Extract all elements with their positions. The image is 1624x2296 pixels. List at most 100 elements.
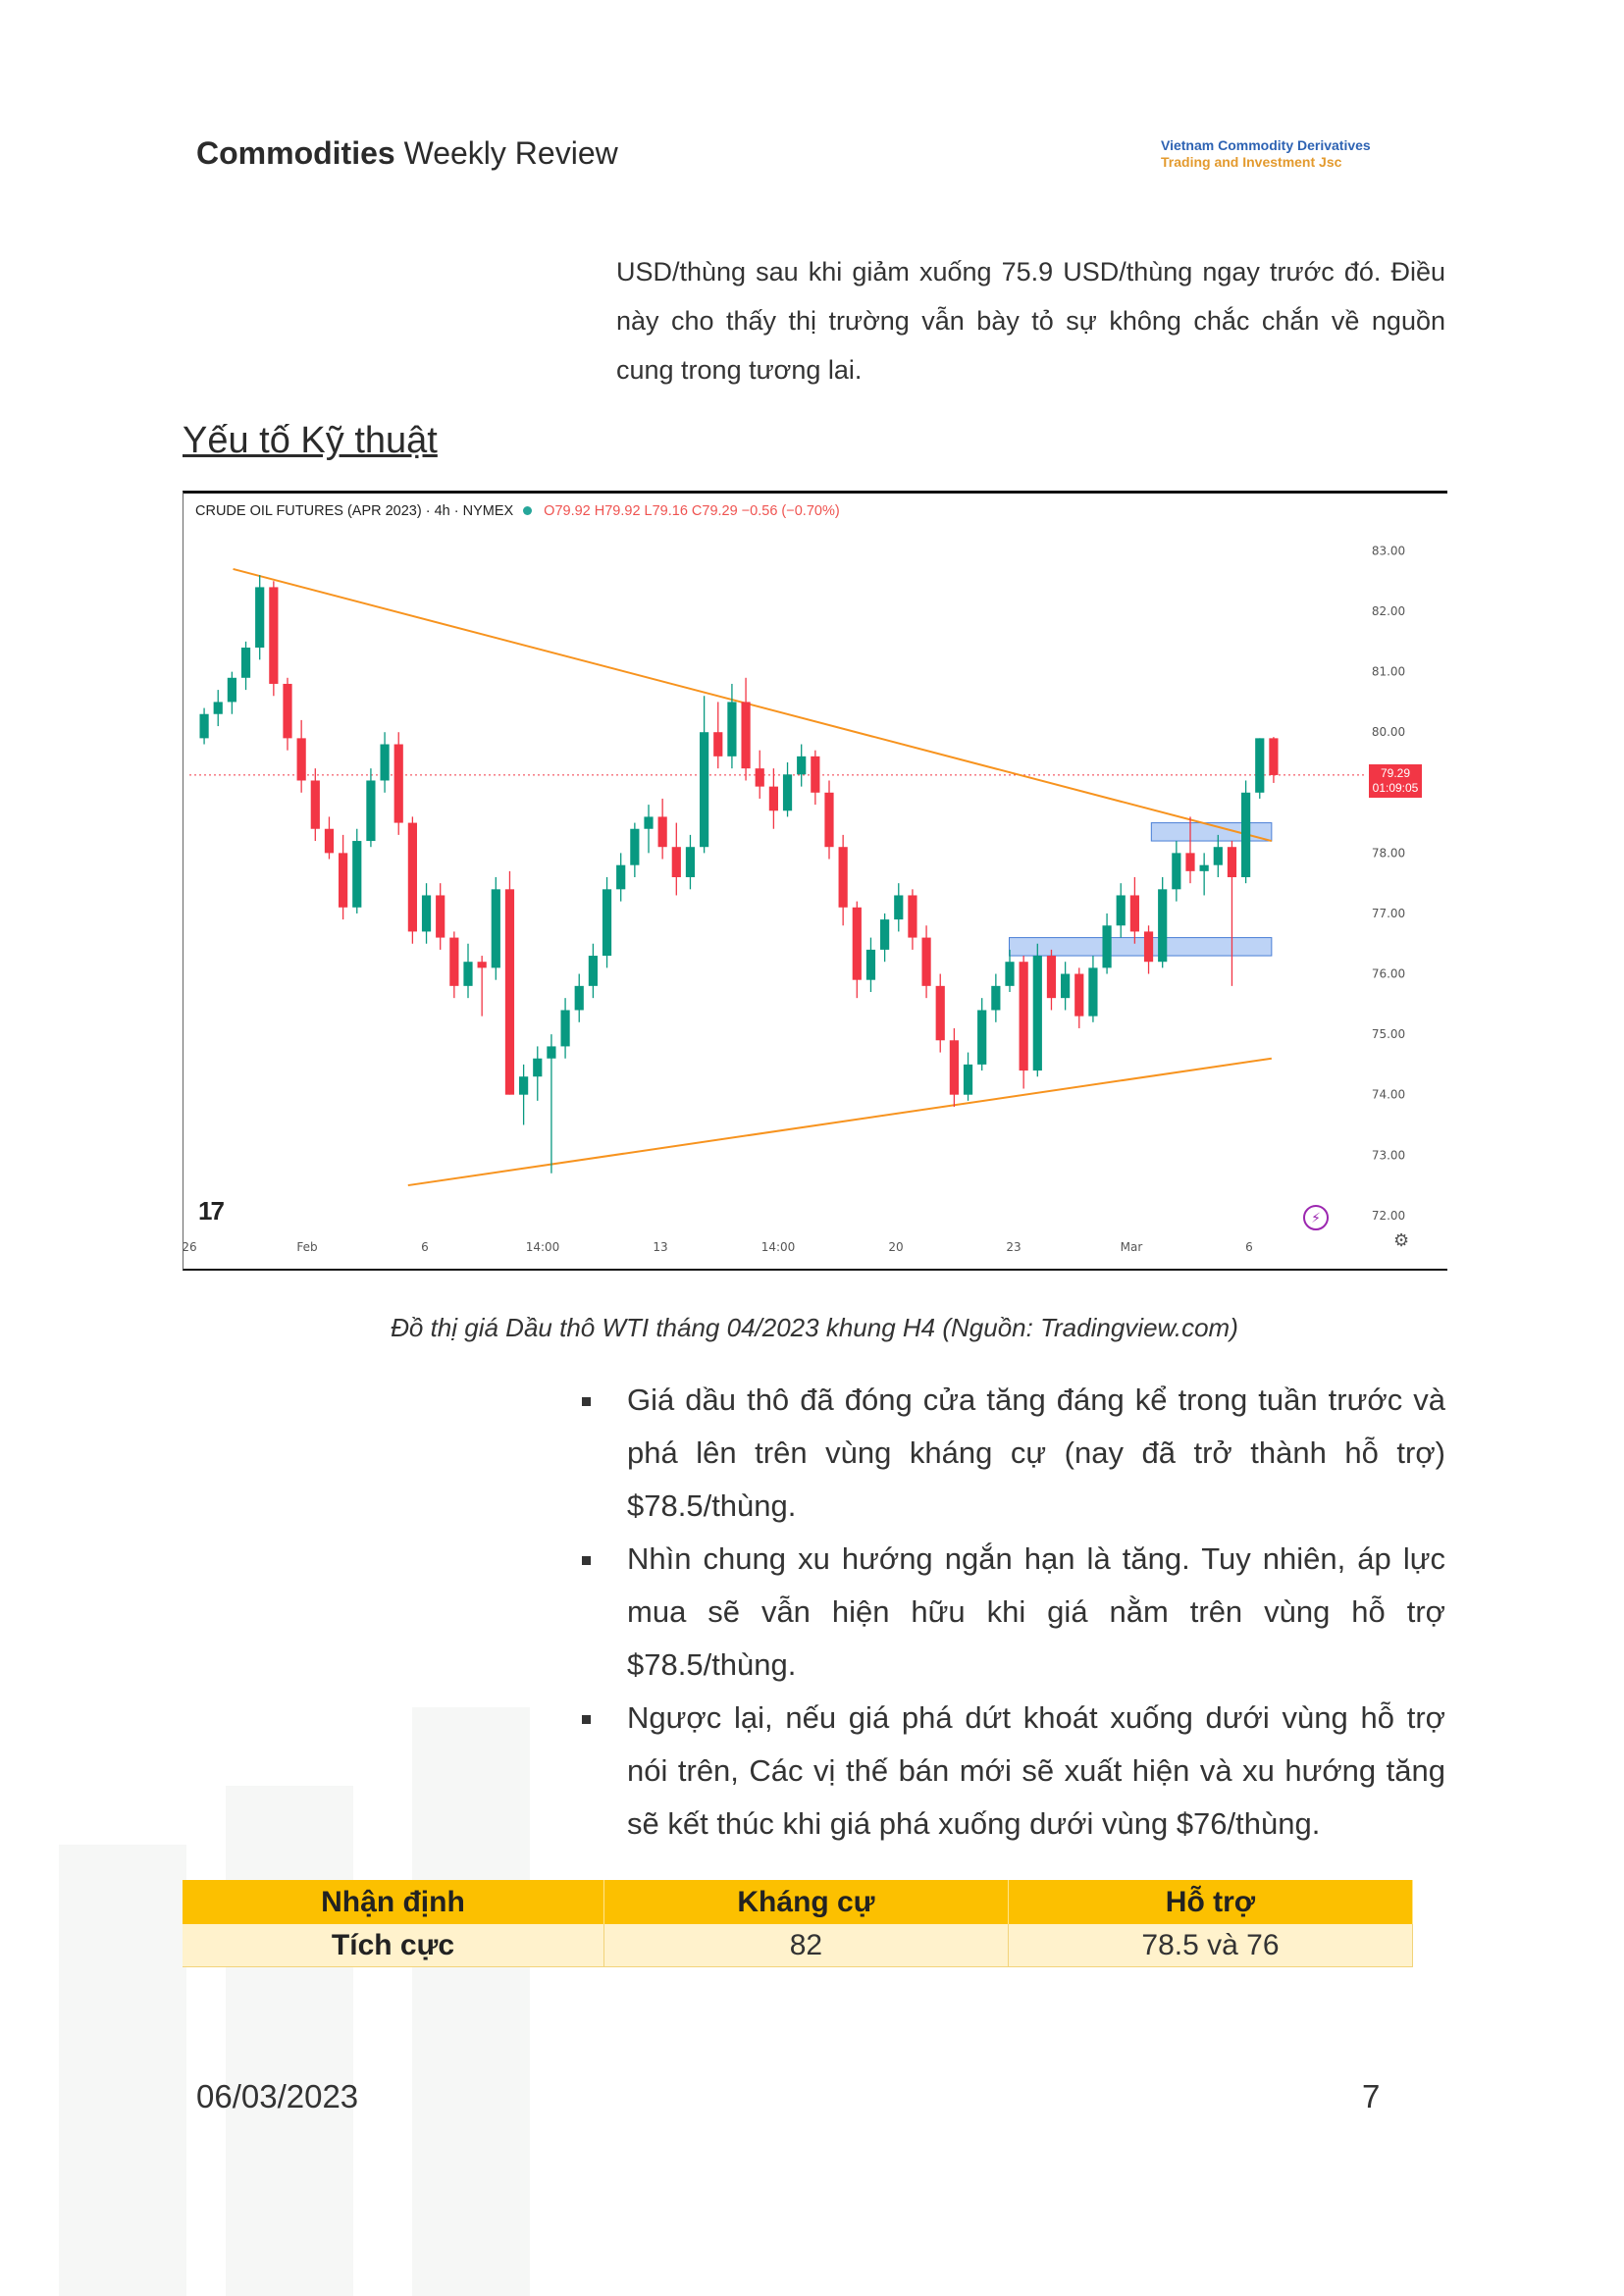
candle-body [811, 756, 820, 793]
candle-body [463, 962, 473, 986]
candle-body [671, 847, 681, 877]
x-tick-label: 26 [183, 1240, 197, 1254]
candle-body [894, 895, 904, 920]
candle-body [324, 828, 335, 854]
candle-body [977, 1010, 987, 1065]
candle-body [240, 648, 251, 678]
intro-paragraph: USD/thùng sau khi giảm xuống 75.9 USD/th… [616, 257, 1445, 385]
candle-body [1158, 889, 1168, 963]
bullet-item: Ngược lại, nếu giá phá dứt khoát xuống d… [582, 1692, 1445, 1851]
candle-body [838, 847, 848, 908]
y-tick-label: 72.00 [1372, 1209, 1405, 1223]
candle-body [1061, 973, 1071, 999]
resistance-trendline [233, 567, 1273, 843]
candle-body [213, 702, 223, 714]
table-header-cell: Kháng cự [603, 1880, 1009, 1924]
table-header-cell: Nhận định [183, 1880, 604, 1924]
candle-body [421, 895, 432, 932]
last-price-value: 79.29 [1380, 766, 1411, 780]
outlook-table: Nhận định Kháng cự Hỗ trợ Tích cực 82 78… [183, 1880, 1414, 1967]
candle-body [630, 828, 640, 865]
chart-legend: CRUDE OIL FUTURES (APR 2023) · 4h · NYME… [195, 503, 840, 519]
candle-body [644, 816, 654, 829]
y-tick-label: 74.00 [1372, 1088, 1405, 1102]
y-tick-label: 83.00 [1372, 544, 1405, 557]
candle-body [1032, 956, 1042, 1071]
candle-body [310, 780, 320, 829]
table-cell: 82 [603, 1924, 1009, 1967]
document-title: Commodities Weekly Review [196, 135, 618, 172]
candle-body [1241, 792, 1251, 877]
candle-body [1213, 847, 1223, 865]
candle-body [755, 768, 764, 787]
title-rest: Weekly Review [394, 135, 618, 171]
candle-body [880, 919, 890, 950]
bullet-item: Giá dầu thô đã đóng cửa tăng đáng kể tro… [582, 1374, 1445, 1533]
gear-icon[interactable]: ⚙ [1393, 1230, 1410, 1250]
candle-body [865, 949, 876, 980]
candle-body [1227, 847, 1237, 877]
footer-date: 06/03/2023 [196, 2078, 359, 2114]
candle-body [199, 713, 209, 739]
chart-caption: Đồ thị giá Dầu thô WTI tháng 04/2023 khu… [391, 1313, 1238, 1342]
candle-body [1269, 738, 1279, 775]
y-tick-label: 73.00 [1372, 1148, 1405, 1162]
y-tick-label: 76.00 [1372, 967, 1405, 981]
table-cell: 78.5 và 76 [1008, 1924, 1414, 1967]
candle-body [1199, 864, 1209, 871]
support-zone [1009, 937, 1273, 957]
x-tick-label: 6 [1245, 1240, 1253, 1254]
candle-body [741, 702, 751, 769]
candle-body [1172, 853, 1181, 890]
y-tick-label: 78.00 [1372, 846, 1405, 860]
candle-body [1005, 962, 1015, 986]
candle-body [1074, 973, 1084, 1017]
watermark-bar [412, 1707, 530, 2296]
bar-countdown: 01:09:05 [1372, 781, 1419, 795]
bullet-text: Giá dầu thô đã đóng cửa tăng đáng kể tro… [627, 1383, 1445, 1523]
candle-body [380, 744, 390, 781]
y-tick-label: 80.00 [1372, 725, 1405, 739]
x-tick-label: 20 [888, 1240, 903, 1254]
chart-symbol: CRUDE OIL FUTURES (APR 2023) · 4h · NYME… [195, 503, 514, 519]
table-cell: Tích cực [183, 1924, 604, 1967]
candle-body [616, 864, 626, 890]
brand-line-2: Trading and Investment Jsc [1161, 154, 1342, 170]
candle-body [269, 587, 279, 684]
page-number: 7 [1362, 2078, 1381, 2114]
analysis-bullets: Giá dầu thô đã đóng cửa tăng đáng kể tro… [582, 1374, 1445, 1851]
x-tick-label: 14:00 [761, 1240, 796, 1254]
candle-body [963, 1064, 973, 1095]
bullet-square-icon [582, 1397, 591, 1406]
y-tick-label: 75.00 [1372, 1027, 1405, 1041]
candle-body [602, 889, 612, 957]
candle-body [560, 1010, 570, 1047]
bullet-text: Nhìn chung xu hướng ngắn hạn là tăng. Tu… [627, 1541, 1445, 1682]
title-bold: Commodities [196, 135, 395, 171]
candle-body [339, 853, 348, 908]
x-tick-label: 6 [421, 1240, 429, 1254]
x-tick-label: Mar [1121, 1240, 1143, 1254]
candle-body [519, 1076, 529, 1095]
last-price-tag: 79.29 01:09:05 [1369, 764, 1422, 798]
candle-body [1143, 931, 1154, 963]
candle-body [991, 985, 1001, 1011]
bolt-icon[interactable]: ⚡ [1303, 1205, 1329, 1230]
candle-body [1102, 925, 1112, 968]
x-tick-label: Feb [296, 1240, 317, 1254]
bullet-square-icon [582, 1556, 591, 1565]
candle-body [1185, 853, 1195, 871]
candle-body [547, 1046, 556, 1059]
y-tick-label: 77.00 [1372, 907, 1405, 920]
chart-ohlc: O79.92 H79.92 L79.16 C79.29 −0.56 (−0.70… [544, 503, 840, 519]
candle-body [1046, 956, 1057, 999]
candle-body [657, 816, 667, 848]
candle-body [504, 889, 515, 1095]
candle-body [824, 792, 834, 848]
bullet-text: Ngược lại, nếu giá phá dứt khoát xuống d… [627, 1700, 1445, 1841]
candle-body [700, 732, 709, 848]
candle-body [713, 732, 723, 757]
chart-canvas: 83.00 82.00 81.00 80.00 78.00 77.00 76.00 75.00… [183, 544, 1405, 1254]
candle-body [1116, 895, 1126, 926]
candle-body [935, 985, 945, 1041]
